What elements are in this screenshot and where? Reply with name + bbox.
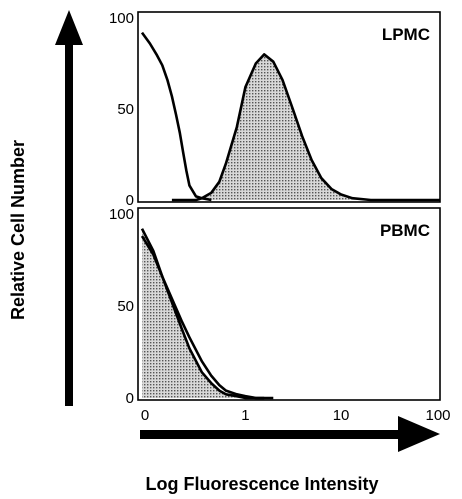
x-axis-title: Log Fluorescence Intensity <box>145 474 378 494</box>
x-tick-label: 0 <box>141 407 149 424</box>
panel-lpmc: 100 50 0 LPMC <box>109 10 441 209</box>
y-tick-label: 100 <box>109 10 134 27</box>
y-tick-label: 50 <box>117 101 134 118</box>
y-tick-label: 100 <box>109 206 134 223</box>
x-axis-arrow <box>140 416 440 452</box>
x-tick-label: 10 <box>333 407 350 424</box>
series-1-line <box>140 235 274 400</box>
series-1-line <box>140 31 212 202</box>
x-tick-label: 100 <box>425 407 450 424</box>
y-tick-label: 50 <box>117 298 134 315</box>
series-0-area <box>142 228 265 398</box>
y-tick-label: 0 <box>126 390 134 407</box>
panel-label: LPMC <box>382 25 430 44</box>
y-axis-title: Relative Cell Number <box>8 140 28 320</box>
series-0-area <box>171 54 440 201</box>
panel-label: PBMC <box>380 221 430 240</box>
panel-pbmc: 100 50 0 PBMC 0 1 10 100 <box>109 206 451 424</box>
plot-frame <box>137 207 441 401</box>
y-axis-arrow <box>55 10 83 406</box>
y-tick-label: 0 <box>126 192 134 209</box>
plot-frame <box>137 11 441 203</box>
x-tick-label: 1 <box>241 407 249 424</box>
